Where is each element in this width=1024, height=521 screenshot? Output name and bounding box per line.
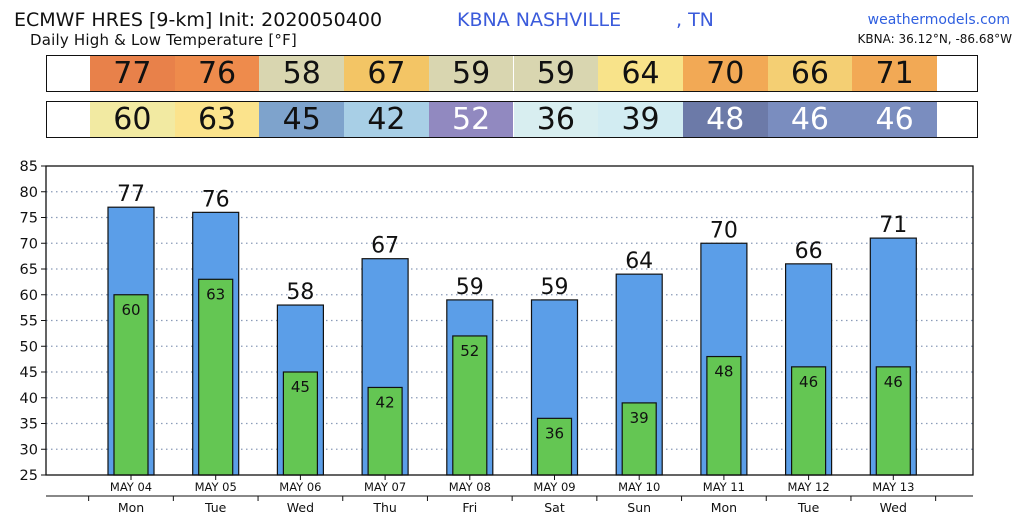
low-temp-bar [706,355,742,476]
x-date-label: MAY 12 [787,480,829,494]
x-weekday-label: Tue [204,500,227,515]
low-temp-label: 46 [799,373,818,391]
low-strip-cell: 36 [513,102,599,137]
y-tick-label: 60 [20,288,38,304]
x-weekday-label: Wed [287,500,314,515]
high-temp-label: 58 [286,280,314,305]
y-tick-label: 75 [20,211,38,227]
low-temp-label: 63 [206,285,225,303]
plot-frame [45,165,974,476]
low-temp-bar [790,366,827,476]
y-tick-label: 70 [20,236,38,252]
high-strip-cell: 70 [682,56,768,91]
x-weekday-label: Wed [880,500,907,515]
x-date-label: MAY 08 [449,480,491,494]
low-strip-cell: 52 [428,102,514,137]
station-name: KBNA NASHVILLE [457,9,622,31]
x-date-label: MAY 10 [618,480,660,494]
low-strip-cell: 48 [682,102,768,137]
x-date-label: MAY 04 [110,480,152,494]
x-weekday-label: Mon [711,500,737,515]
y-tick-label: 85 [20,159,38,175]
low-temp-label: 45 [291,378,310,396]
low-temp-label: 60 [121,301,140,319]
low-strip-cell: 63 [174,102,260,137]
low-temp-bar [536,417,573,476]
chart-subtitle: Daily High & Low Temperature [°F] [30,31,297,49]
low-strip-cell: 39 [598,102,683,137]
high-strip-cell: 66 [767,56,853,91]
high-strip-cell: 58 [259,56,345,91]
high-strip-cell: 71 [852,56,937,91]
station-coordinates: KBNA: 36.12°N, -86.68°W [857,32,1012,46]
x-date-label: MAY 06 [279,480,321,494]
low-temp-label: 46 [884,373,903,391]
x-weekday-label: Sun [627,500,651,515]
y-tick-label: 30 [20,442,38,458]
x-weekday-label: Sat [544,500,565,515]
low-temperature-strip: 60 63 45 42 52 36 39 48 46 46 [46,101,978,138]
low-temp-bar [875,366,911,476]
y-tick-label: 50 [20,339,38,355]
y-tick-label: 40 [20,391,38,407]
low-temp-label: 39 [630,409,649,427]
x-weekday-label: Thu [372,500,396,515]
low-temp-label: 48 [714,363,733,381]
high-temp-label: 70 [710,218,738,243]
x-date-label: MAY 07 [364,480,406,494]
low-strip-cell: 60 [90,102,175,137]
high-temp-label: 71 [879,213,907,238]
y-tick-label: 35 [20,417,38,433]
high-temp-label: 77 [117,182,145,207]
high-strip-cell: 67 [344,56,429,91]
low-strip-cell: 45 [259,102,345,137]
y-tick-label: 25 [20,468,38,484]
high-temperature-strip: 77 76 58 67 59 59 64 70 66 71 [46,55,978,92]
high-temp-label: 66 [795,239,823,264]
chart-title: ECMWF HRES [9-km] Init: 2020050400 [14,9,383,31]
low-strip-cell: 42 [344,102,429,137]
high-strip-cell: 76 [174,56,260,91]
y-tick-label: 55 [20,314,38,330]
high-temp-label: 64 [625,249,653,274]
low-temp-label: 36 [545,424,564,442]
high-strip-cell: 59 [513,56,599,91]
x-date-label: MAY 13 [872,480,914,494]
x-weekday-label: Fri [462,500,477,515]
low-temp-bar [113,294,149,476]
y-tick-label: 65 [20,262,38,278]
high-temp-label: 67 [371,234,399,259]
x-weekday-label: Mon [118,500,144,515]
low-temp-bar [198,278,234,476]
source-site-link[interactable]: weathermodels.com [867,12,1010,28]
low-temp-bar [621,402,657,476]
high-temp-label: 76 [202,187,230,212]
x-date-label: MAY 05 [195,480,237,494]
low-strip-cell: 46 [852,102,937,137]
y-tick-label: 45 [20,365,38,381]
x-weekday-label: Tue [797,500,820,515]
high-temp-label: 59 [541,275,569,300]
high-strip-cell: 59 [428,56,514,91]
high-strip-cell: 77 [90,56,175,91]
low-temp-label: 52 [460,342,479,360]
x-date-label: MAY 11 [703,480,745,494]
low-strip-cell: 46 [767,102,853,137]
high-strip-cell: 64 [598,56,683,91]
station-state: , TN [676,9,714,31]
x-date-label: MAY 09 [533,480,575,494]
y-tick-label: 80 [20,185,38,201]
low-temp-bar [367,386,403,476]
high-temp-label: 59 [456,275,484,300]
low-temp-label: 42 [376,393,395,411]
